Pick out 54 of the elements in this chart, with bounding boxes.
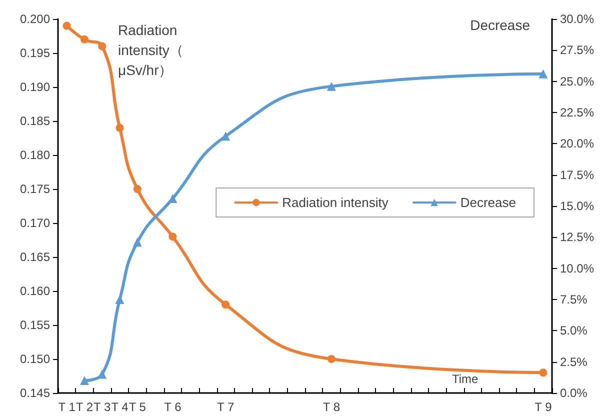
y-tick-label: 0.165 xyxy=(20,250,50,264)
point xyxy=(62,22,71,30)
y2-tick-label: 7.5% xyxy=(560,292,588,306)
y2-tick-label: 0.0% xyxy=(560,386,588,400)
point xyxy=(115,295,124,304)
y-tick-label: 0.180 xyxy=(20,148,50,162)
y2-tick-label: 12.5% xyxy=(560,230,594,244)
x-axis-title: Time xyxy=(452,372,479,386)
y2-tick-label: 20.0% xyxy=(560,136,594,151)
x-tick-label: T 3 xyxy=(94,400,111,414)
point xyxy=(80,376,89,386)
x-tick-label: T 9 xyxy=(534,400,552,414)
point xyxy=(80,35,88,44)
y-tick-label: 0.190 xyxy=(20,80,50,94)
point xyxy=(133,185,142,193)
point xyxy=(116,124,124,132)
legend-label: Decrease xyxy=(460,195,516,210)
y-tick-label: 0.195 xyxy=(20,46,50,60)
x-tick-label: T 4 xyxy=(111,400,129,414)
y-tick-label: 0.170 xyxy=(20,216,50,230)
point xyxy=(132,238,142,247)
point xyxy=(98,42,106,50)
point xyxy=(222,300,230,309)
y-tick-label: 0.150 xyxy=(20,352,50,366)
y2-tick-label: 30.0% xyxy=(560,12,594,26)
point xyxy=(539,368,548,377)
point xyxy=(168,232,177,241)
x-tick-label: T 2 xyxy=(76,400,94,414)
y-tick-label: 0.200 xyxy=(20,12,50,26)
y2-axis-title: Decrease xyxy=(470,17,530,33)
point xyxy=(538,69,548,78)
y-axis-title: Radiation intensity（μSv/hr） xyxy=(118,22,184,78)
y-tick-label: 0.185 xyxy=(20,114,50,128)
point xyxy=(326,82,336,91)
y2-tick-label: 5.0% xyxy=(560,324,588,338)
y-tick-label: 0.155 xyxy=(20,318,50,332)
y2-tick-label: 27.5% xyxy=(560,43,594,58)
point xyxy=(327,355,336,363)
x-tick-label: T 8 xyxy=(322,400,340,414)
y2-tick-label: 17.5% xyxy=(560,168,594,182)
y2-tick-label: 25.0% xyxy=(560,74,594,88)
y-tick-label: 0.160 xyxy=(20,284,50,298)
point xyxy=(221,132,230,141)
y-tick-label: 0.145 xyxy=(20,386,50,400)
y2-tick-label: 15.0% xyxy=(560,199,594,213)
x-tick-label: T 6 xyxy=(164,400,182,414)
x-tick-label: T 7 xyxy=(217,400,234,414)
y2-tick-label: 22.5% xyxy=(560,106,594,120)
x-tick-label: T 1 xyxy=(58,400,76,414)
y2-tick-label: 10.0% xyxy=(560,261,594,276)
y-tick-label: 0.175 xyxy=(20,182,50,196)
x-tick-label: T 5 xyxy=(128,400,146,414)
y2-tick-label: 2.5% xyxy=(560,354,588,369)
legend-label: Radiation intensity xyxy=(282,195,389,210)
